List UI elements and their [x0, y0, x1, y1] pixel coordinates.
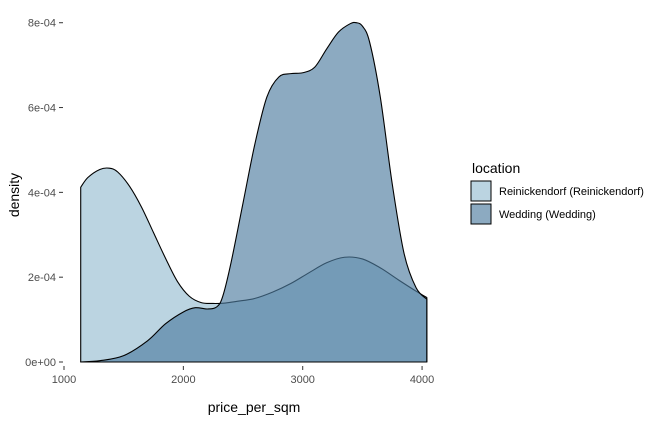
plot-area [80, 21, 428, 363]
x-tick-label: 4000 [410, 374, 434, 386]
legend-key [470, 203, 492, 225]
legend-label: Reinickendorf (Reinickendorf) [499, 186, 644, 198]
x-tick-label: 1000 [52, 374, 76, 386]
y-tick-label: 4e-04 [28, 187, 56, 199]
y-tick-label: 8e-04 [28, 18, 56, 30]
y-tick-label: 6e-04 [28, 103, 56, 115]
y-tick-label: 2e-04 [28, 272, 56, 284]
density-area-wedding [80, 21, 428, 363]
x-axis-title: price_per_sqm [208, 399, 301, 415]
x-tick-label: 3000 [290, 374, 314, 386]
legend-title: location [472, 160, 520, 176]
y-tick-label: 0e+00 [25, 357, 56, 369]
legend: location Reinickendorf (Reinickendorf) We… [470, 160, 644, 225]
y-axis-title: density [6, 173, 22, 217]
x-axis: 1000 2000 3000 4000 [52, 366, 434, 386]
y-axis: 0e+00 2e-04 4e-04 6e-04 8e-04 [25, 18, 63, 369]
legend-key [470, 180, 492, 202]
x-tick-label: 2000 [171, 374, 195, 386]
legend-label: Wedding (Wedding) [499, 209, 596, 221]
